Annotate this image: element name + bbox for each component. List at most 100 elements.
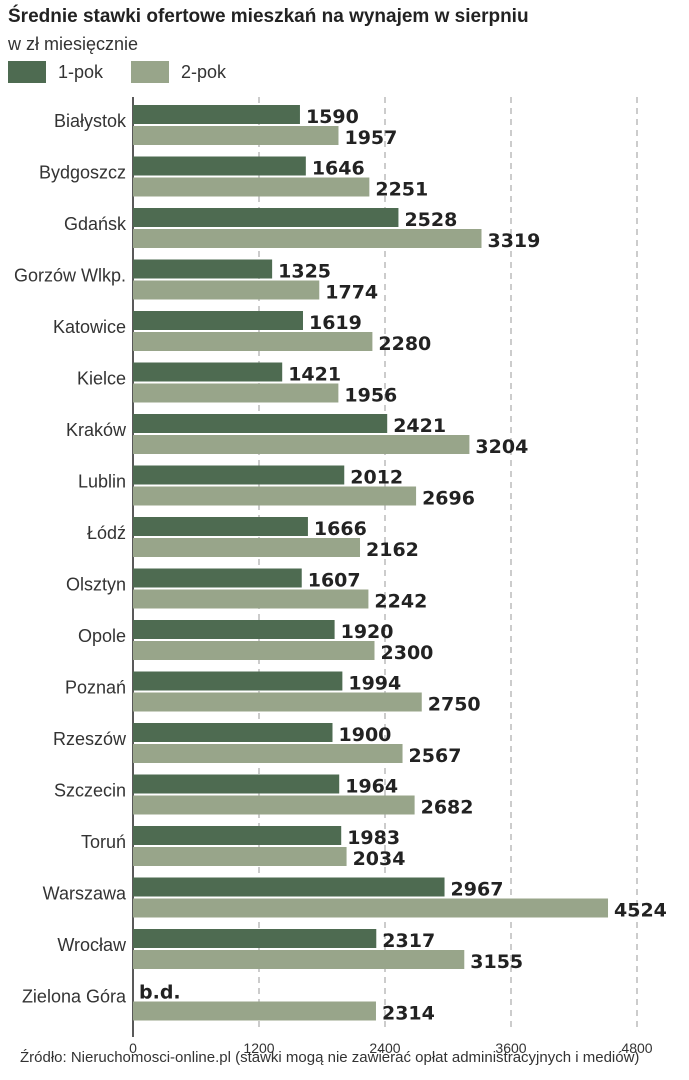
legend-swatch-2-pok — [131, 61, 170, 83]
legend-swatch-1-pok — [8, 61, 46, 83]
legend-label-2-pok: 2-pok — [181, 61, 227, 82]
bar-2-pok — [133, 641, 375, 660]
bar-1-pok — [133, 311, 303, 330]
bar-1-pok — [133, 826, 342, 845]
bar-1-pok — [133, 208, 399, 227]
value-label-1-pok: 1920 — [341, 621, 394, 643]
category-label: Rzeszów — [53, 729, 127, 749]
category-label: Warszawa — [43, 884, 127, 904]
bar-2-pok — [133, 795, 415, 815]
value-label-2-pok: 3319 — [487, 230, 540, 252]
bar-1-pok — [133, 105, 300, 124]
value-label-1-pok: 1900 — [339, 724, 392, 746]
bar-1-pok — [133, 156, 306, 176]
bar-2-pok — [133, 229, 482, 248]
bar-1-pok — [133, 568, 302, 588]
category-label: Poznań — [65, 678, 126, 698]
bar-2-pok — [133, 1001, 376, 1021]
chart-title: Średnie stawki ofertowe mieszkań na wyna… — [8, 6, 529, 27]
bar-2-pok — [133, 332, 373, 351]
value-label-2-pok: 2242 — [374, 591, 427, 613]
value-label-2-pok: 3204 — [475, 436, 528, 458]
category-label: Bydgoszcz — [39, 163, 126, 183]
bar-2-pok — [133, 486, 417, 506]
bar-2-pok — [133, 126, 339, 145]
value-label-1-pok: 2012 — [350, 467, 403, 489]
source-note: Źródło: Nieruchomosci-online.pl (stawki … — [20, 1049, 640, 1066]
bar-2-pok — [133, 847, 347, 866]
x-tick-label-4800: 4800 — [621, 1040, 652, 1056]
bar-2-pok — [133, 383, 339, 403]
value-label-1-pok: 1325 — [278, 261, 331, 283]
x-tick-label-0: 0 — [129, 1040, 137, 1056]
value-label-2-pok: 1956 — [344, 385, 397, 407]
bar-2-pok — [133, 744, 403, 763]
x-tick-label-3600: 3600 — [495, 1040, 526, 1056]
bar-1-pok — [133, 362, 283, 382]
bar-1-pok — [133, 671, 343, 691]
bar-1-pok — [133, 877, 445, 897]
x-tick-label-2400: 2400 — [369, 1040, 400, 1056]
value-label-2-pok: 2280 — [378, 333, 431, 355]
bar-2-pok — [133, 280, 320, 300]
value-label-1-pok: 1619 — [309, 312, 362, 334]
bar-2-pok — [133, 177, 370, 197]
category-label: Gdańsk — [64, 214, 127, 234]
bar-2-pok — [133, 692, 422, 712]
bar-2-pok — [133, 950, 465, 969]
bar-1-pok — [133, 723, 333, 742]
value-label-2-pok: 2696 — [422, 488, 475, 510]
legend-label-1-pok: 1-pok — [58, 61, 104, 82]
category-label: Kielce — [77, 369, 126, 389]
value-label-1-pok: 1607 — [308, 570, 361, 592]
missing-label: b.d. — [139, 982, 181, 1004]
bar-1-pok — [133, 414, 388, 433]
value-label-2-pok: 2251 — [375, 179, 428, 201]
value-label-2-pok: 2300 — [381, 642, 434, 664]
value-label-1-pok: 1666 — [314, 518, 367, 540]
bar-2-pok — [133, 538, 361, 557]
category-label: Lublin — [78, 472, 126, 492]
value-label-1-pok: 1964 — [345, 776, 398, 798]
category-label: Białystok — [54, 111, 127, 131]
value-label-1-pok: 1994 — [348, 673, 401, 695]
chart-subtitle: w zł miesięcznie — [8, 34, 139, 54]
value-label-2-pok: 3155 — [470, 951, 523, 973]
bar-1-pok — [133, 774, 340, 794]
value-label-1-pok: 2528 — [404, 209, 457, 231]
value-label-1-pok: 2421 — [393, 415, 446, 437]
category-label: Opole — [78, 626, 126, 646]
category-label: Gorzów Wlkp. — [14, 266, 126, 286]
value-label-1-pok: 1590 — [306, 106, 359, 128]
value-label-2-pok: 1957 — [344, 127, 397, 149]
value-label-2-pok: 2034 — [353, 848, 406, 870]
value-label-1-pok: 1421 — [288, 364, 341, 386]
value-label-2-pok: 4524 — [614, 900, 667, 922]
x-tick-label-1200: 1200 — [243, 1040, 274, 1056]
value-label-2-pok: 2567 — [409, 745, 462, 767]
legend: 1-pok 2-pok — [8, 60, 254, 84]
category-label: Zielona Góra — [22, 987, 127, 1007]
bar-2-pok — [133, 898, 609, 918]
value-label-2-pok: 2314 — [382, 1003, 435, 1025]
value-label-2-pok: 2682 — [421, 797, 474, 819]
bar-1-pok — [133, 465, 345, 485]
category-label: Łódź — [87, 523, 126, 543]
category-label: Toruń — [81, 832, 126, 852]
bar-1-pok — [133, 259, 273, 279]
category-label: Katowice — [53, 317, 126, 337]
category-label: Olsztyn — [66, 575, 126, 595]
value-label-1-pok: 2967 — [451, 879, 504, 901]
value-label-2-pok: 1774 — [325, 282, 378, 304]
category-label: Kraków — [66, 420, 127, 440]
value-label-1-pok: 2317 — [382, 930, 435, 952]
category-label: Wrocław — [57, 935, 127, 955]
value-label-1-pok: 1646 — [312, 158, 365, 180]
bar-1-pok — [133, 929, 377, 948]
value-label-2-pok: 2750 — [428, 694, 481, 716]
bar-2-pok — [133, 589, 369, 609]
bar-1-pok — [133, 517, 308, 536]
value-label-1-pok: 1983 — [347, 827, 400, 849]
bar-1-pok — [133, 620, 335, 639]
